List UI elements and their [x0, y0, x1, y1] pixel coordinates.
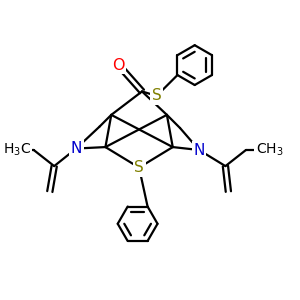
- Text: O: O: [112, 58, 125, 73]
- Text: $\mathregular{CH_3}$: $\mathregular{CH_3}$: [256, 142, 283, 158]
- Text: S: S: [134, 160, 144, 175]
- Text: S: S: [152, 88, 161, 103]
- Text: N: N: [70, 141, 82, 156]
- Text: N: N: [194, 142, 205, 158]
- Text: $\mathregular{H_3C}$: $\mathregular{H_3C}$: [3, 142, 31, 158]
